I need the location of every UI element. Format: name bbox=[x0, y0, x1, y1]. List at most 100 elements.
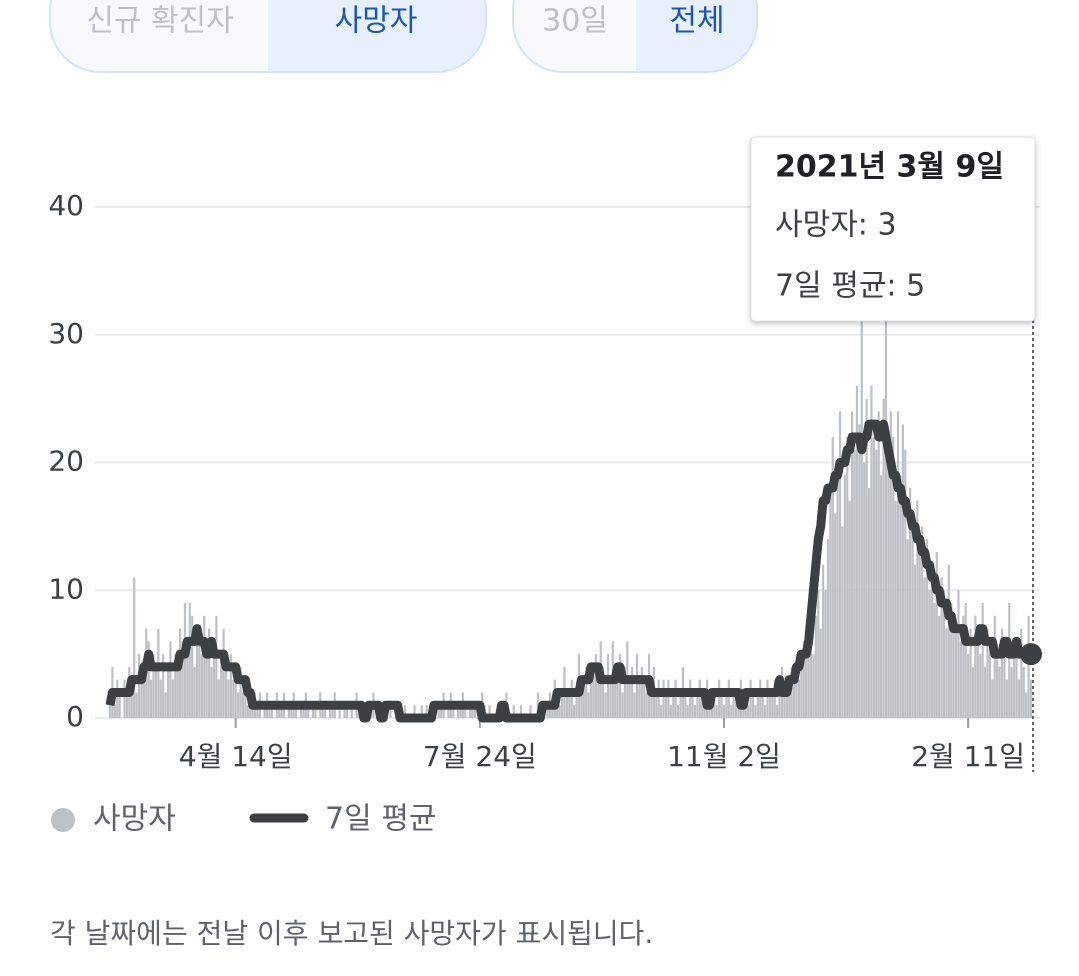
bar bbox=[858, 424, 861, 718]
bar bbox=[986, 628, 989, 718]
bar bbox=[606, 654, 610, 718]
bar bbox=[589, 679, 593, 718]
bar bbox=[921, 526, 924, 718]
bar bbox=[725, 692, 728, 718]
bar bbox=[834, 513, 837, 718]
bar bbox=[797, 679, 801, 718]
bar bbox=[1017, 679, 1021, 718]
bar bbox=[311, 705, 315, 718]
bar bbox=[976, 641, 979, 718]
bar bbox=[1010, 666, 1013, 718]
bar bbox=[142, 666, 145, 718]
bar bbox=[759, 679, 762, 718]
bar bbox=[188, 603, 191, 718]
bar bbox=[633, 692, 636, 718]
bar bbox=[880, 475, 883, 718]
bar bbox=[870, 385, 873, 718]
bar bbox=[645, 692, 648, 718]
bar bbox=[855, 385, 859, 718]
bar bbox=[640, 666, 643, 718]
bar bbox=[628, 679, 631, 718]
bar bbox=[217, 679, 220, 718]
bar bbox=[130, 679, 133, 718]
bar bbox=[403, 705, 407, 718]
bar bbox=[459, 705, 462, 718]
bar bbox=[894, 500, 897, 718]
bar bbox=[887, 462, 890, 718]
bar bbox=[841, 526, 844, 718]
bar bbox=[676, 705, 680, 718]
bar bbox=[157, 628, 160, 718]
toggle-option[interactable]: 신규 확진자 bbox=[86, 4, 234, 39]
toggle-option[interactable]: 30일 bbox=[542, 4, 608, 39]
bar bbox=[290, 705, 293, 718]
bar bbox=[1025, 692, 1028, 718]
bar bbox=[159, 679, 162, 718]
bar bbox=[747, 705, 750, 718]
bar bbox=[882, 398, 885, 718]
bar bbox=[299, 705, 303, 718]
bar bbox=[456, 705, 460, 718]
bar bbox=[609, 679, 612, 718]
bar bbox=[909, 488, 912, 718]
bar bbox=[280, 705, 283, 718]
bar bbox=[244, 679, 247, 718]
bar bbox=[872, 436, 875, 718]
bar bbox=[933, 603, 936, 718]
bar bbox=[727, 679, 730, 718]
avg-line bbox=[105, 419, 1034, 723]
bar bbox=[191, 615, 194, 718]
bar bbox=[1005, 679, 1008, 718]
bar bbox=[587, 692, 590, 718]
bar bbox=[793, 679, 796, 718]
bar bbox=[560, 692, 564, 718]
bar bbox=[952, 615, 955, 718]
bar bbox=[546, 705, 549, 718]
bar bbox=[809, 641, 813, 718]
bar bbox=[710, 705, 714, 718]
bar bbox=[669, 705, 672, 718]
bar bbox=[321, 705, 324, 718]
bar bbox=[210, 666, 213, 718]
bar bbox=[814, 615, 817, 718]
bar bbox=[147, 641, 150, 718]
bar bbox=[991, 679, 994, 718]
bar bbox=[826, 539, 830, 718]
y-tick-label: 20 bbox=[48, 445, 84, 478]
bar bbox=[846, 436, 849, 718]
bar bbox=[594, 654, 597, 718]
bar bbox=[795, 654, 798, 718]
bar bbox=[660, 705, 663, 718]
bar bbox=[930, 564, 933, 718]
bar bbox=[979, 654, 982, 718]
bar bbox=[763, 705, 767, 718]
bar bbox=[597, 679, 600, 718]
hover-point bbox=[1020, 643, 1042, 666]
bar bbox=[551, 705, 554, 718]
bar bbox=[916, 500, 919, 718]
bar bbox=[802, 641, 805, 718]
bar bbox=[954, 628, 958, 718]
bar bbox=[558, 705, 561, 718]
bar bbox=[928, 590, 931, 718]
bar bbox=[730, 705, 733, 718]
bar bbox=[998, 666, 1001, 718]
bar bbox=[945, 628, 948, 718]
bar bbox=[152, 654, 155, 718]
bar bbox=[662, 679, 665, 718]
bar bbox=[713, 692, 716, 718]
bar bbox=[237, 692, 240, 718]
bar bbox=[631, 666, 634, 718]
toggle-option[interactable]: 전체 bbox=[669, 4, 724, 39]
bar bbox=[227, 679, 230, 718]
bar bbox=[302, 705, 305, 718]
toggle-selected bbox=[636, 0, 756, 71]
bar bbox=[488, 705, 491, 718]
toggle-option[interactable]: 사망자 bbox=[335, 4, 418, 39]
bar bbox=[696, 692, 699, 718]
bar bbox=[819, 628, 822, 718]
bar bbox=[208, 628, 211, 718]
bar bbox=[580, 692, 583, 718]
bar bbox=[884, 258, 888, 718]
